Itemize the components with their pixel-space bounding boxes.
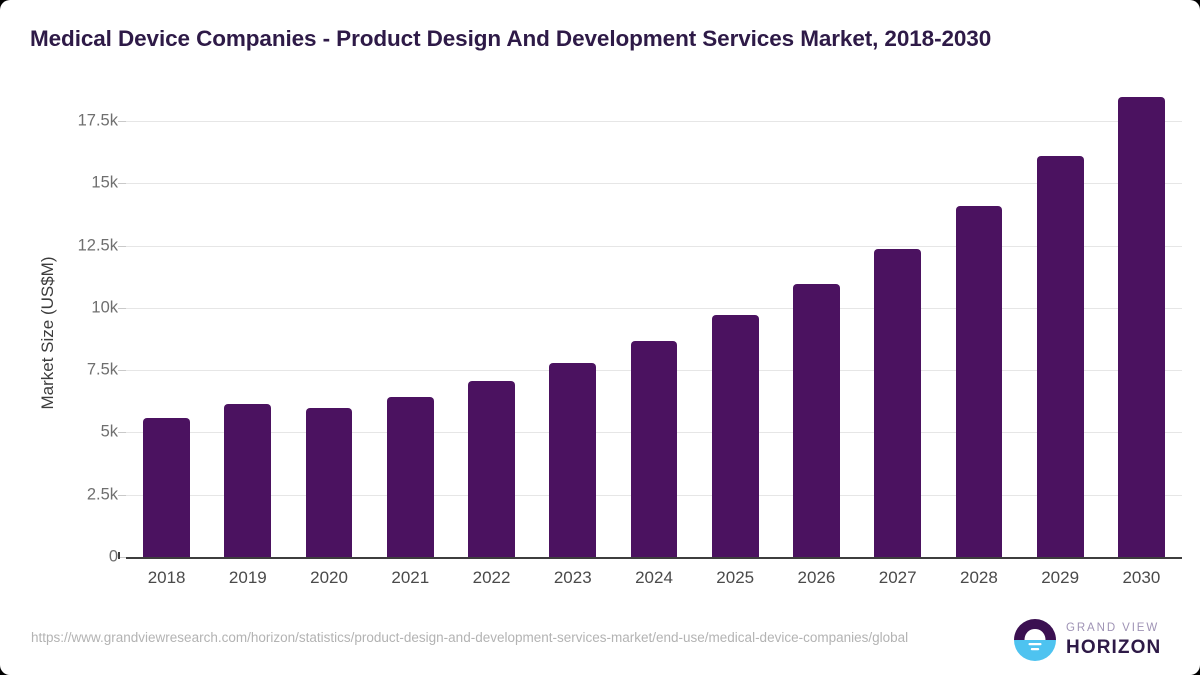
bar[interactable] — [874, 248, 922, 557]
bar[interactable] — [468, 381, 515, 557]
x-axis-tick-label: 2018 — [147, 568, 186, 587]
y-axis-tickmark — [118, 245, 126, 247]
source-url[interactable]: https://www.grandviewresearch.com/horizo… — [31, 630, 909, 645]
x-axis-tick-label: 2027 — [878, 568, 917, 587]
x-axis-tick-label: 2026 — [797, 568, 836, 587]
x-axis-tick-label: 2020 — [310, 568, 348, 587]
x-axis-tick-label: 2028 — [960, 568, 998, 587]
y-axis-tick-label: 10k — [91, 298, 118, 317]
y-axis-tickmark — [118, 370, 126, 372]
gridline — [126, 121, 1182, 123]
horizon-mark-icon — [1014, 619, 1056, 661]
y-axis-tickmark — [118, 557, 126, 558]
y-axis-tickmark — [118, 307, 126, 309]
x-axis-tick-label: 2030 — [1122, 568, 1161, 587]
x-axis-tick-label: 2025 — [716, 568, 755, 587]
y-axis-tick-label: 17.5k — [77, 111, 118, 130]
bar[interactable] — [305, 408, 353, 557]
y-axis-tickmark — [118, 432, 126, 434]
y-axis-tickmark — [118, 494, 126, 496]
y-axis-tick-label: 5k — [100, 422, 118, 441]
x-axis-tick-label: 2029 — [1041, 568, 1080, 587]
x-axis-tick-label: 2022 — [472, 568, 511, 587]
x-axis-tick-label: 2019 — [228, 568, 267, 587]
y-axis-tickmark — [118, 121, 126, 123]
y-axis-ticks: 0 2.5k 5k 7.5k 10k 12.5k 15k 17.5k — [0, 0, 118, 675]
x-axis-line — [126, 557, 1182, 559]
y-axis-tickmark — [118, 183, 126, 185]
bar-series — [126, 90, 1182, 557]
y-axis-tick-label: 15k — [91, 173, 118, 192]
x-axis-tick-label: 2023 — [553, 568, 592, 587]
logo-top-text: GRAND VIEW — [1066, 622, 1160, 635]
bar[interactable] — [143, 418, 190, 557]
y-axis-tick-label: 7.5k — [86, 360, 118, 379]
bar[interactable] — [224, 403, 272, 557]
bar[interactable] — [630, 341, 678, 557]
x-axis-tick-label: 2021 — [391, 568, 430, 587]
bar[interactable] — [549, 363, 597, 557]
bar[interactable] — [1036, 156, 1084, 557]
bar[interactable] — [955, 206, 1003, 557]
bar[interactable] — [1118, 97, 1165, 557]
logo-text: GRAND VIEW HORIZON — [1066, 623, 1161, 657]
brand-logo[interactable]: GRAND VIEW HORIZON — [1013, 618, 1161, 662]
logo-bottom-text: HORIZON — [1066, 636, 1162, 658]
gridline — [126, 307, 1182, 309]
gridline — [126, 183, 1182, 185]
bar[interactable] — [793, 284, 840, 557]
y-axis-tick-label: 12.5k — [77, 236, 118, 255]
x-axis-origin-tick — [118, 552, 120, 559]
bar[interactable] — [386, 397, 434, 557]
y-axis-tick-label: 0 — [108, 547, 118, 566]
y-axis-tick-label: 2.5k — [86, 485, 118, 504]
gridline — [126, 245, 1182, 247]
bar[interactable] — [711, 315, 759, 557]
x-axis-tick-label: 2024 — [635, 568, 673, 587]
chart-title: Medical Device Companies - Product Desig… — [30, 26, 992, 51]
